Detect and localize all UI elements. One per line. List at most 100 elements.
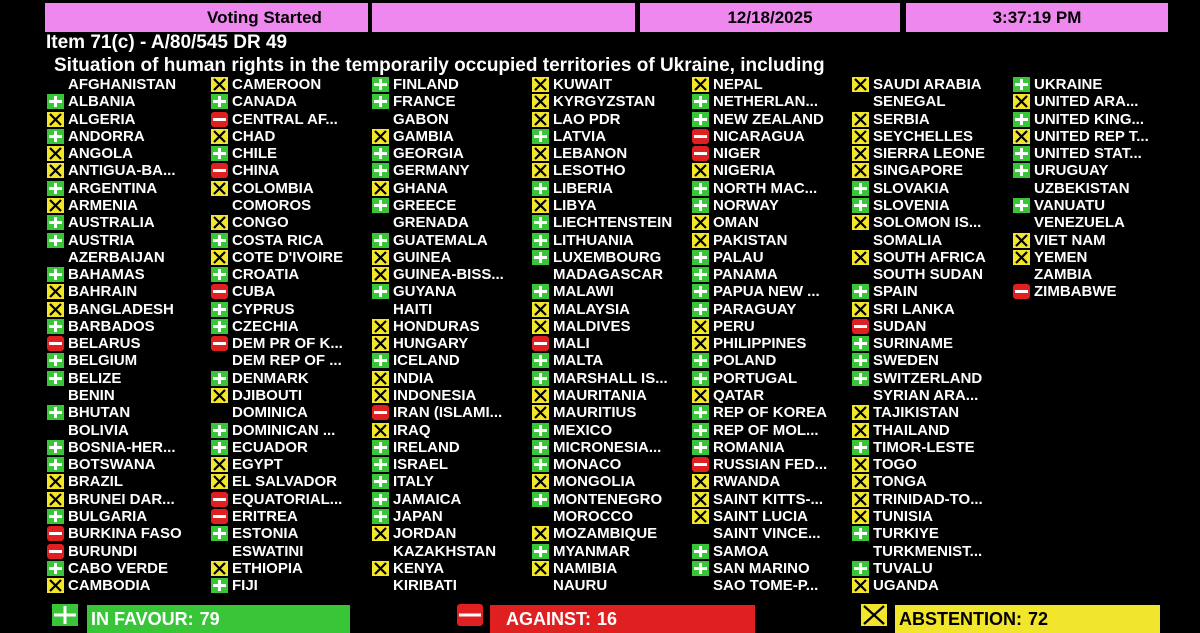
vote-indicator (211, 509, 228, 524)
vote-indicator (211, 336, 228, 352)
vote-icon (852, 180, 869, 196)
vote-indicator (372, 267, 389, 283)
vote-indicator (692, 543, 709, 559)
country-name: TIMOR-LESTE (873, 438, 975, 456)
country-name: JAMAICA (393, 490, 462, 508)
country-name: GUYANA (393, 283, 457, 301)
vote-indicator (852, 370, 869, 386)
vote-icon (692, 146, 709, 162)
country-name: PAKISTAN (713, 231, 788, 249)
country-name: THAILAND (873, 421, 950, 439)
total-label: ABSTENTION: (899, 609, 1022, 629)
country-name: PAPUA NEW ... (713, 283, 820, 301)
country-name: MICRONESIA... (553, 438, 662, 456)
vote-icon (211, 77, 228, 92)
vote-indicator (692, 267, 709, 283)
vote-icon (372, 232, 389, 248)
vote-icon (47, 457, 64, 473)
vote-icon (852, 146, 869, 162)
vote-indicator (372, 146, 389, 162)
vote-indicator (532, 180, 549, 196)
vote-icon (1013, 77, 1030, 92)
country-name: MALAWI (553, 283, 614, 301)
country-name: NEPAL (713, 76, 763, 93)
country-name: REP OF KOREA (713, 404, 827, 422)
country-name: DOMINICAN ... (232, 421, 336, 439)
vote-icon (47, 232, 64, 248)
vote-indicator (692, 405, 709, 421)
country-name: IRELAND (393, 438, 460, 456)
vote-indicator (852, 439, 869, 455)
country-name: GERMANY (393, 162, 470, 180)
country-name: BAHRAIN (68, 283, 138, 301)
vote-icon (1013, 94, 1030, 110)
vote-icon (532, 128, 549, 144)
vote-icon (47, 353, 64, 369)
country-name: SERBIA (873, 110, 930, 128)
country-name: ROMANIA (713, 438, 785, 456)
vote-icon (532, 405, 549, 421)
vote-icon (532, 77, 549, 92)
country-name: GAMBIA (393, 127, 454, 145)
country-name: SINGAPORE (873, 162, 964, 180)
vote-icon (211, 370, 228, 386)
country-name: ECUADOR (232, 438, 308, 456)
country-name: VENEZUELA (1034, 214, 1125, 232)
country-name: GUATEMALA (393, 231, 488, 249)
vote-icon (372, 163, 389, 179)
vote-icon (211, 578, 228, 594)
vote-indicator (852, 163, 869, 179)
vote-indicator (692, 128, 709, 144)
vote-indicator (372, 405, 389, 421)
country-name: IRAQ (393, 421, 431, 439)
vote-icon (692, 509, 709, 524)
country-name: LEBANON (553, 145, 628, 163)
vote-icon (532, 491, 549, 507)
country-name: IRAN (ISLAMI... (393, 404, 503, 422)
vote-indicator (852, 353, 869, 369)
vote-indicator (47, 560, 64, 576)
vote-indicator (692, 388, 709, 404)
vote-icon (852, 560, 869, 576)
vote-icon (47, 543, 64, 559)
vote-icon (372, 336, 389, 352)
vote-indicator (372, 370, 389, 386)
country-name: MEXICO (553, 421, 613, 439)
country-name: UKRAINE (1034, 76, 1103, 93)
time: 3:37:19 PM (992, 8, 1082, 27)
vote-indicator (47, 215, 64, 231)
vote-indicator (47, 111, 64, 127)
country-name: CABO VERDE (68, 559, 169, 577)
vote-icon (532, 146, 549, 162)
vote-indicator (372, 388, 389, 404)
country-name: ESTONIA (232, 525, 299, 543)
vote-icon (692, 474, 709, 490)
vote-icon (532, 197, 549, 213)
country-name: BRAZIL (68, 473, 123, 491)
country-name: TURKMENIST... (873, 542, 983, 560)
vote-icon (211, 318, 228, 334)
country-name: BURUNDI (68, 542, 138, 560)
country-name: LIECHTENSTEIN (553, 214, 673, 232)
vote-icon (47, 526, 64, 542)
country-name: TAJIKISTAN (873, 404, 960, 422)
vote-icon (47, 111, 64, 127)
vote-icon (852, 457, 869, 473)
vote-indicator (47, 353, 64, 369)
country-name: TUNISIA (873, 508, 933, 525)
total-box: AGAINST: 16 (490, 605, 755, 633)
vote-indicator (211, 232, 228, 248)
country-name: URUGUAY (1034, 162, 1109, 180)
vote-indicator (692, 163, 709, 179)
country-name: RUSSIAN FED... (713, 456, 828, 474)
vote-icon (372, 491, 389, 507)
vote-indicator (372, 128, 389, 144)
vote-icon (211, 388, 228, 404)
vote-icon (372, 197, 389, 213)
country-name: NIGERIA (713, 162, 776, 180)
country-name: AZERBAIJAN (68, 248, 165, 266)
country-name: CONGO (232, 214, 289, 232)
total-count: 79 (199, 609, 220, 629)
country-name: SPAIN (873, 283, 918, 301)
vote-indicator (532, 526, 549, 542)
